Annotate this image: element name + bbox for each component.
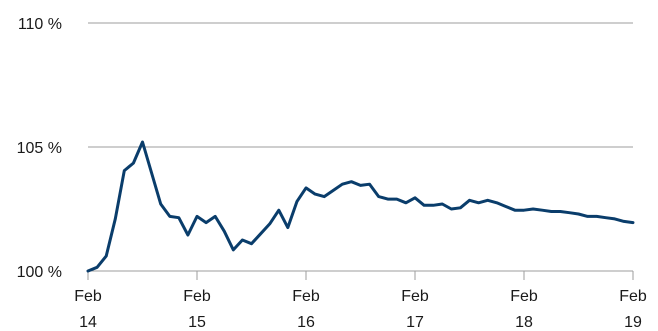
y-tick-label: 105 % xyxy=(17,140,62,157)
x-tick-label-month: Feb xyxy=(292,288,320,305)
x-tick-label-year: 16 xyxy=(297,314,315,331)
y-axis-tick-labels: 100 % 105 % 110 % xyxy=(17,16,62,281)
y-tick-label: 100 % xyxy=(17,264,62,281)
x-tick-label-year: 17 xyxy=(406,314,424,331)
x-axis-tick-labels: Feb 14 Feb 15 Feb 16 Feb 17 Feb 18 Feb 19 xyxy=(74,271,647,331)
x-tick-label-month: Feb xyxy=(510,288,538,305)
x-tick-label-year: 19 xyxy=(624,314,642,331)
series-line xyxy=(86,140,635,273)
gridlines xyxy=(88,22,633,272)
y-tick-label: 110 % xyxy=(18,16,62,33)
x-tick-label-year: 15 xyxy=(188,314,206,331)
x-tick-label-month: Feb xyxy=(401,288,429,305)
x-tick-label-year: 18 xyxy=(515,314,533,331)
x-tick-label-month: Feb xyxy=(74,288,102,305)
x-tick-label-month: Feb xyxy=(619,288,647,305)
x-tick-label-month: Feb xyxy=(183,288,211,305)
x-tick-label-year: 14 xyxy=(79,314,97,331)
